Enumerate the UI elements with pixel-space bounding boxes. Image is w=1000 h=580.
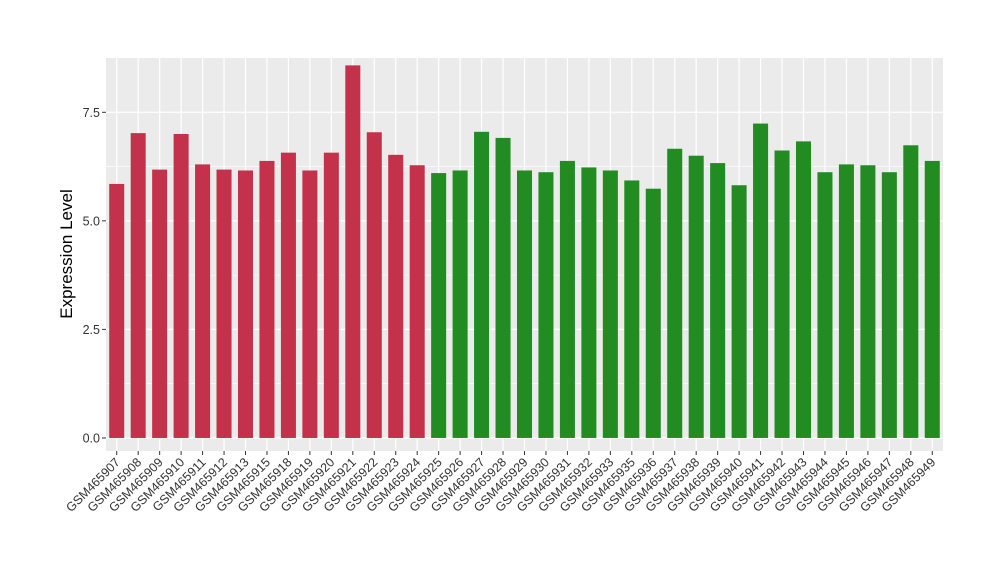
bar-GSM465913 (237, 170, 254, 438)
y-axis: 0.0 2.5 5.0 7.5 (83, 106, 106, 445)
bar-GSM465921 (345, 65, 361, 438)
bar-GSM465931 (559, 160, 575, 438)
bar-GSM465944 (817, 172, 833, 438)
y-tick-label: 7.5 (83, 106, 100, 120)
bar-GSM465939 (710, 163, 726, 438)
bar-GSM465930 (538, 172, 554, 438)
bar-GSM465922 (366, 132, 382, 438)
bar-GSM465923 (388, 154, 404, 438)
bar-GSM465932 (581, 167, 597, 438)
bar-GSM465949 (924, 160, 940, 438)
y-axis-title: Expression Level (57, 189, 76, 318)
bar-GSM465948 (903, 145, 919, 438)
bar-GSM465919 (302, 170, 318, 438)
bar-GSM465920 (323, 152, 339, 438)
bar-GSM465940 (731, 185, 747, 438)
bar-GSM465945 (838, 164, 854, 438)
bar-GSM465938 (688, 155, 704, 438)
y-tick-label: 0.0 (83, 431, 100, 445)
bar-GSM465942 (774, 150, 790, 438)
bar-GSM465907 (109, 183, 125, 438)
bar-GSM465910 (173, 133, 189, 438)
bar-GSM465909 (152, 169, 168, 438)
bar-GSM465924 (409, 165, 425, 438)
bar-GSM465941 (753, 123, 769, 438)
bar-GSM465937 (667, 148, 683, 438)
bar-GSM465947 (881, 172, 897, 438)
bar-GSM465935 (624, 180, 640, 438)
bar-GSM465928 (495, 137, 511, 438)
bar-GSM465936 (645, 188, 661, 438)
bar-GSM465943 (795, 141, 812, 438)
bar-GSM465946 (860, 165, 876, 438)
bar-GSM465908 (130, 133, 146, 438)
bar-GSM465918 (280, 152, 296, 438)
y-tick-label: 5.0 (83, 214, 100, 228)
bar-GSM465927 (474, 131, 490, 438)
bars (109, 65, 940, 438)
bar-GSM465929 (516, 170, 533, 438)
y-tick-label: 2.5 (83, 323, 100, 337)
bar-GSM465933 (602, 170, 618, 438)
x-axis: GSM465907GSM465908GSM465909GSM465910GSM4… (63, 451, 938, 515)
bar-GSM465912 (216, 169, 232, 438)
bar-GSM465911 (195, 164, 211, 438)
bar-GSM465925 (431, 173, 447, 438)
bar-GSM465926 (452, 170, 468, 438)
bar-GSM465915 (259, 160, 275, 438)
